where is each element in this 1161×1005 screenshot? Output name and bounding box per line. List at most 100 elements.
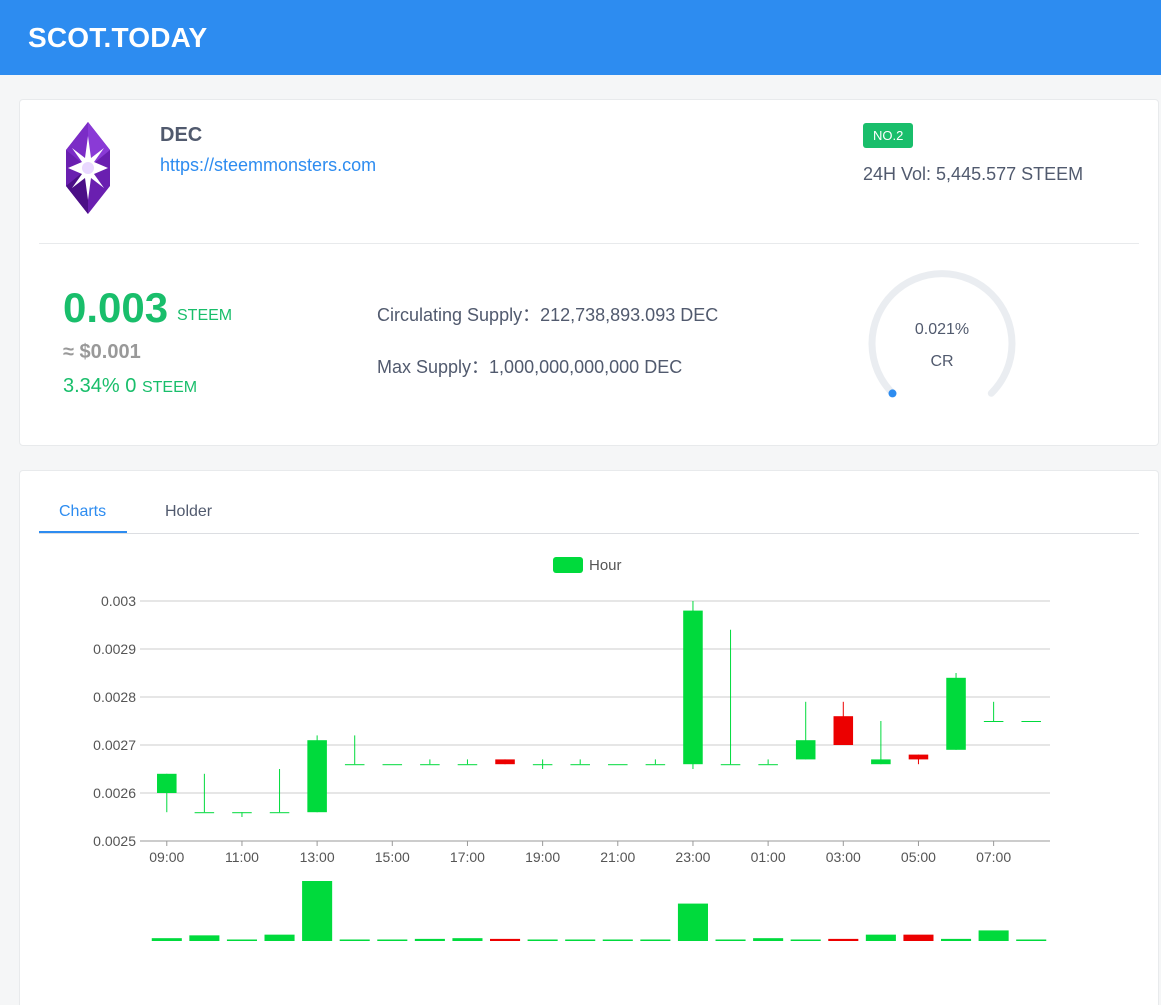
usd-price: ≈ $0.001 (63, 341, 141, 363)
volume-bar (941, 938, 972, 941)
volume-bar (640, 939, 671, 941)
volume-24h: 24H Vol: 5,445.577 STEEM (863, 164, 1083, 185)
candle-body (382, 764, 403, 766)
x-tick-label: 09:00 (149, 849, 184, 865)
y-tick-label: 0.0027 (93, 737, 136, 753)
gauge-indicator (888, 389, 897, 398)
candle-body (795, 740, 816, 760)
price-change: 3.34% 0 STEEM (63, 375, 197, 398)
volume-bar (490, 938, 521, 941)
site-brand[interactable]: SCOT.TODAY (28, 22, 208, 53)
x-tick-label: 01:00 (751, 849, 786, 865)
price-value: 0.003 (63, 284, 169, 331)
volume-bar (677, 903, 708, 941)
volume-bar (339, 939, 370, 941)
change-unit: STEEM (141, 379, 198, 396)
circulating-supply: Circulating Supply：212,738,893.093 DEC (377, 301, 718, 327)
x-tick-label: 15:00 (375, 849, 410, 865)
top-navbar: SCOT.TODAY (0, 0, 1161, 75)
volume-value: 5,445.577 STEEM (936, 164, 1084, 184)
tab-holder[interactable]: Holder (165, 503, 213, 520)
candle-body (871, 759, 891, 765)
candle-body (683, 610, 703, 765)
volume-bar (828, 938, 859, 941)
x-tick-label: 21:00 (600, 849, 635, 865)
volume-bars (151, 881, 1047, 941)
volume-bar (189, 935, 220, 941)
x-tick-label: 17:00 (450, 849, 485, 865)
chart-legend[interactable]: Hour (553, 557, 622, 574)
cr-label: CR (930, 353, 954, 370)
max-supply-label: Max Supply： (377, 357, 490, 377)
candle-body (983, 721, 1004, 722)
volume-bar (565, 939, 596, 941)
candle-body (344, 764, 365, 766)
cr-value: 0.021% (914, 321, 970, 338)
volume-bar (978, 930, 1009, 941)
candle-body (908, 754, 929, 760)
candle-body (1021, 721, 1041, 722)
y-tick-label: 0.0028 (93, 689, 136, 705)
candle-body (946, 677, 966, 750)
volume-bar (753, 938, 784, 941)
volume-bar (865, 934, 896, 941)
max-supply: Max Supply：1,000,000,000,000 DEC (377, 353, 682, 379)
x-tick-label: 11:00 (225, 849, 259, 865)
volume-bar (903, 934, 934, 941)
volume-bar (414, 938, 445, 941)
y-tick-label: 0.0025 (93, 833, 136, 849)
candle-body (608, 764, 628, 766)
x-tick-label: 05:00 (901, 849, 936, 865)
circulating-supply-value: 212,738,893.093 DEC (540, 305, 719, 325)
max-supply-value: 1,000,000,000,000 DEC (489, 357, 683, 377)
x-tick-label: 13:00 (300, 849, 335, 865)
change-amount: 0 (125, 375, 137, 397)
volume-bar (790, 939, 821, 941)
rank-badge: NO.2 (863, 123, 914, 148)
y-axis: 0.003 0.0029 0.0028 0.0027 0.0026 0.0025 (93, 593, 136, 849)
chart-grid (140, 600, 1050, 842)
volume-bar (602, 939, 633, 941)
volume-bar (226, 939, 257, 941)
candle-body (833, 716, 854, 745)
price-unit: STEEM (177, 307, 233, 324)
x-tick-label: 19:00 (525, 849, 560, 865)
circulating-supply-label: Circulating Supply： (377, 305, 541, 325)
y-tick-label: 0.0026 (93, 785, 136, 801)
change-percent: 3.34% (63, 375, 120, 397)
x-tick-label: 07:00 (976, 849, 1011, 865)
gauge-track (868, 270, 1016, 397)
tab-charts[interactable]: Charts (59, 503, 107, 520)
volume-bar (302, 881, 333, 941)
candle-body (570, 764, 590, 766)
token-logo (66, 122, 110, 214)
x-tick-label: 23:00 (675, 849, 710, 865)
legend-label-hour: Hour (589, 557, 622, 574)
volume-bar (527, 939, 558, 941)
candle-body (232, 812, 252, 814)
y-tick-label: 0.003 (101, 593, 136, 609)
candle-body (645, 764, 666, 766)
x-tick-label: 03:00 (826, 849, 861, 865)
candles (157, 601, 1041, 817)
candlestick-chart: Hour 0.003 0.0029 0.0028 0.0027 0.0026 0.0025… (93, 557, 1050, 941)
candle-body (307, 740, 327, 813)
token-summary-card: DEC https://steemmonsters.com NO.2 24H V… (19, 99, 1159, 446)
tab-bar: Charts Holder (39, 499, 1139, 534)
volume-bar (151, 938, 182, 941)
candle-body (457, 764, 478, 766)
candle-body (720, 764, 741, 766)
x-axis: 09:00 11:00 13:00 15:00 17:00 19:00 21:00 23:00… (140, 840, 1050, 865)
token-name: DEC (160, 124, 203, 146)
charts-card: Charts Holder Hour 0.003 0.0029 0.0028 0.00… (19, 470, 1159, 1005)
volume-bar (1016, 939, 1047, 941)
volume-label: 24H Vol: (863, 164, 937, 184)
token-website-link[interactable]: https://steemmonsters.com (160, 155, 377, 175)
candle-body (269, 812, 290, 814)
y-tick-label: 0.0029 (93, 641, 136, 657)
divider (39, 243, 1139, 244)
candle-body (420, 764, 440, 766)
active-tab-indicator (39, 531, 127, 533)
volume-bar (377, 939, 408, 941)
volume-bar (264, 934, 295, 941)
